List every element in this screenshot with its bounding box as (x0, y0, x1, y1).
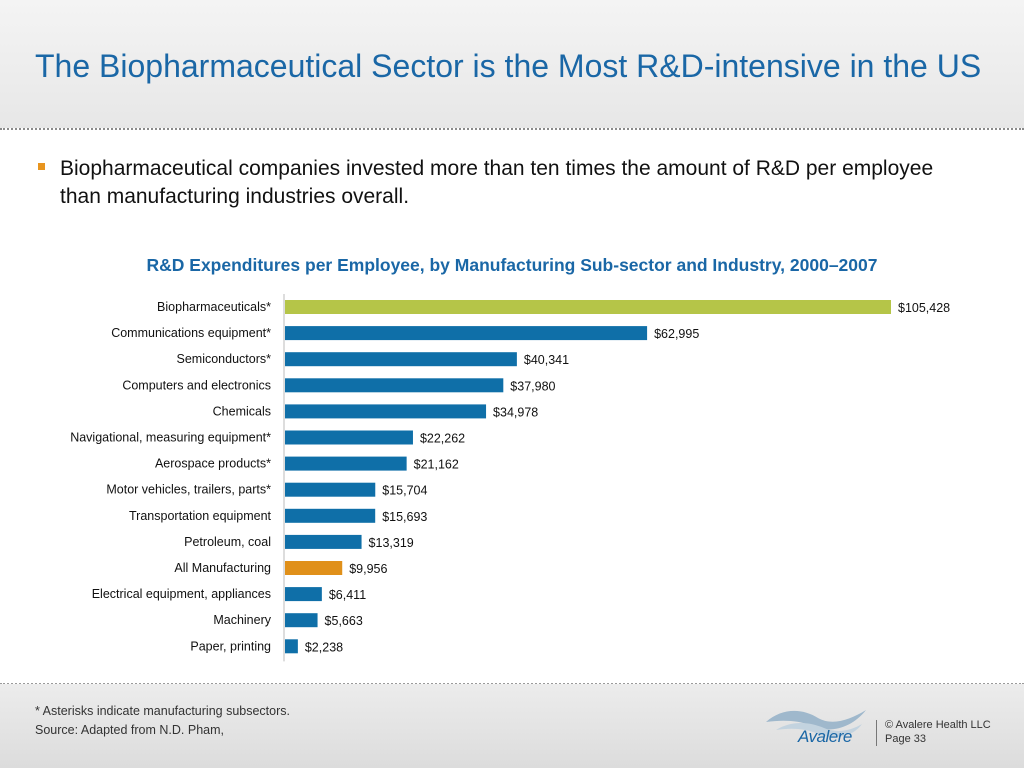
value-label: $9,956 (349, 562, 387, 576)
category-label: Aerospace products* (155, 457, 271, 471)
bar (285, 508, 376, 523)
bar (285, 587, 322, 602)
footer-band (0, 684, 1024, 768)
footnote-block: * Asterisks indicate manufacturing subse… (35, 702, 290, 740)
bar (285, 378, 504, 393)
category-label: Electrical equipment, appliances (92, 587, 271, 601)
category-label: Semiconductors* (177, 352, 272, 366)
value-label: $62,995 (654, 327, 699, 341)
value-label: $13,319 (369, 536, 414, 550)
category-label: Communications equipment* (111, 326, 271, 340)
value-label: $34,978 (493, 405, 538, 419)
bar (285, 613, 318, 628)
bar (285, 639, 298, 654)
category-label: Chemicals (213, 404, 271, 418)
bar (285, 482, 376, 497)
category-label: Biopharmaceuticals* (157, 300, 271, 314)
slide-title: The Biopharmaceutical Sector is the Most… (35, 48, 982, 84)
category-label: Transportation equipment (129, 509, 272, 523)
bar (285, 561, 343, 575)
value-label: $21,162 (414, 458, 459, 472)
category-label: All Manufacturing (174, 561, 271, 575)
value-label: $15,693 (382, 510, 427, 524)
source-note: Source: Adapted from N.D. Pham, (35, 723, 224, 737)
bar (285, 534, 362, 549)
category-label: Petroleum, coal (184, 535, 271, 549)
category-label: Navigational, measuring equipment* (70, 431, 271, 445)
value-label: $5,663 (325, 614, 363, 628)
page-number: Page 33 (885, 733, 926, 745)
value-label: $37,980 (510, 379, 555, 393)
category-label: Paper, printing (190, 639, 271, 653)
value-label: $40,341 (524, 353, 569, 367)
value-label: $2,238 (305, 640, 343, 654)
avalere-wave-logo-icon (766, 710, 866, 738)
bar-chart: Biopharmaceuticals* $105,428 Communication… (70, 294, 950, 662)
footer-vertical-divider (876, 720, 877, 746)
value-label: $6,411 (329, 588, 366, 602)
copyright-block: © Avalere Health LLC Page 33 (885, 718, 991, 746)
bar (285, 456, 407, 471)
category-label: Machinery (213, 613, 271, 627)
bar (285, 430, 413, 445)
value-label: $105,428 (898, 301, 950, 315)
category-label: Motor vehicles, trailers, parts* (106, 483, 271, 497)
bar (285, 326, 648, 341)
chart-title: R&D Expenditures per Employee, by Manufa… (146, 255, 878, 275)
bar (285, 404, 487, 419)
category-label: Computers and electronics (122, 378, 271, 392)
bar (285, 352, 517, 367)
bar (285, 300, 891, 314)
logo-text: Avalere (798, 727, 852, 746)
value-label: $22,262 (420, 432, 465, 446)
header-band (0, 0, 1024, 128)
value-label: $15,704 (382, 484, 427, 498)
copyright-text: © Avalere Health LLC (885, 719, 991, 731)
footnote-asterisk: * Asterisks indicate manufacturing subse… (35, 704, 290, 718)
header-divider (0, 128, 1024, 130)
bullet-square-icon (38, 163, 45, 170)
bullet-text: Biopharmaceutical companies invested mor… (60, 157, 934, 208)
